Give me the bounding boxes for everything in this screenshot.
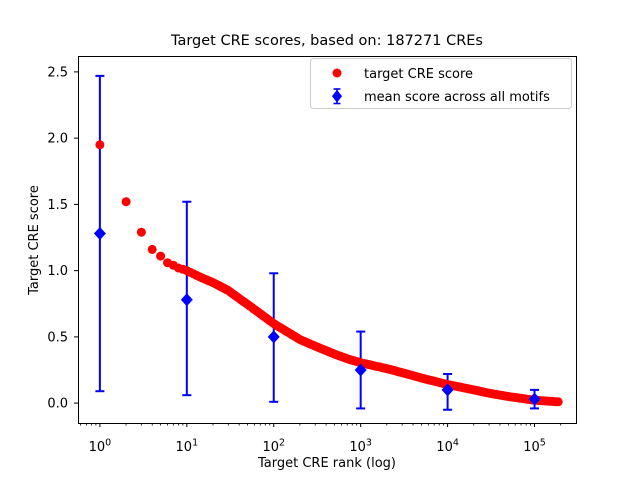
y-tick-label: 1.0	[47, 264, 68, 279]
mean-diamonds	[93, 227, 541, 406]
error-bar-lines	[95, 74, 540, 411]
x-tick-label: 101	[176, 438, 199, 456]
red-data-point	[156, 251, 166, 261]
x-tick-label: 102	[262, 438, 285, 456]
mean-diamond-point	[441, 383, 454, 397]
y-tick-label: 2.0	[47, 132, 68, 147]
mean-diamond-point	[354, 363, 367, 377]
legend-label-mean-score: mean score across all motifs	[364, 90, 550, 105]
x-tick-label: 100	[89, 438, 112, 456]
mean-diamond-point	[180, 293, 193, 307]
y-tick-label: 0.5	[47, 330, 68, 345]
x-tick-label: 105	[523, 438, 546, 456]
y-tick-label: 2.5	[47, 65, 68, 80]
red-data-point	[121, 197, 131, 207]
mean-diamond-point	[93, 227, 106, 241]
red-data-point	[147, 244, 157, 254]
red-data-point	[136, 227, 146, 237]
legend-blue-diamond-icon	[332, 88, 342, 105]
plot-area	[78, 56, 577, 424]
red-series	[95, 140, 563, 407]
x-tick-label: 104	[436, 438, 459, 456]
legend: target CRE score mean score across all m…	[310, 58, 572, 109]
red-data-point	[95, 140, 105, 150]
legend-label-target-score: target CRE score	[364, 67, 473, 82]
red-data-point	[553, 397, 563, 407]
chart-title: Target CRE scores, based on: 187271 CREs	[170, 33, 483, 49]
mean-diamond-point	[267, 330, 280, 344]
y-axis-label: Target CRE score	[27, 185, 42, 296]
y-tick-label: 0.0	[47, 397, 68, 412]
y-tick-label: 1.5	[47, 198, 68, 213]
x-axis-label: Target CRE rank (log)	[257, 456, 396, 471]
legend-box	[310, 58, 572, 109]
legend-red-circle-icon	[332, 68, 342, 78]
x-tick-label: 103	[349, 438, 372, 456]
mean-diamond-point	[528, 392, 541, 406]
